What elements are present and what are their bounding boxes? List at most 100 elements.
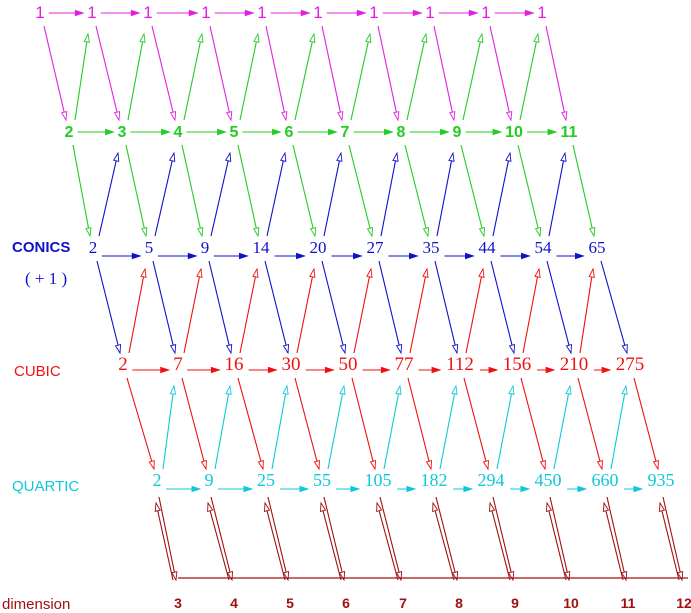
cubic-to-conics-up-1 — [128, 267, 147, 354]
cubic-to-conics-up-7 — [465, 267, 485, 354]
ones-to-linear-down-2 — [151, 25, 177, 122]
quartic-arrow-0 — [166, 485, 202, 493]
conics-to-cubic-down-1 — [152, 260, 177, 355]
conics-arrow-8 — [556, 252, 585, 260]
dimension-to-quartic-up-0 — [154, 501, 174, 581]
ones-value-5: 1 — [313, 3, 322, 22]
linear-arrow-4 — [297, 128, 338, 136]
quartic-to-cubic-up-5 — [383, 384, 402, 470]
ones-value-1: 1 — [87, 3, 96, 22]
dimension-to-quartic-up-1 — [207, 501, 230, 581]
cubic-to-quartic-down-4 — [351, 377, 377, 471]
quartic-value-3: 55 — [313, 470, 331, 490]
cubic-to-quartic-down-6 — [463, 377, 489, 471]
cubic-value-7: 156 — [503, 354, 532, 375]
conics-to-linear-up-4 — [266, 151, 287, 237]
conics-arrow-5 — [388, 252, 419, 260]
labels-layer: CONICS ( + 1 ) CUBIC QUARTIC dimension — [2, 239, 79, 613]
quartic-arrow-1 — [218, 485, 254, 493]
quartic-value-2: 25 — [257, 470, 275, 490]
ones-value-2: 1 — [143, 3, 152, 22]
ones-value-9: 1 — [537, 3, 546, 22]
quartic-arrow-5 — [453, 485, 474, 493]
quartic-to-dimension-down-1 — [210, 496, 234, 582]
linear-value-4: 6 — [285, 124, 294, 141]
quartic-value-1: 9 — [205, 470, 214, 490]
ones-value-3: 1 — [201, 3, 210, 22]
dimension-to-quartic-up-4 — [376, 501, 399, 581]
quartic-value-7: 450 — [535, 470, 562, 490]
conics-arrow-2 — [213, 252, 249, 260]
conics-row-label: CONICS — [12, 239, 70, 256]
ones-arrow-5 — [326, 9, 367, 17]
dimension-value-1: 4 — [230, 595, 238, 611]
cubic-to-quartic-down-1 — [181, 377, 207, 471]
cubic-to-conics-up-6 — [409, 267, 429, 354]
cubic-arrow-4 — [362, 366, 391, 374]
ones-arrow-4 — [270, 9, 311, 17]
linear-value-0: 2 — [65, 124, 74, 141]
linear-arrow-2 — [186, 128, 227, 136]
cubic-arrow-1 — [187, 366, 221, 374]
linear-to-ones-up-5 — [294, 32, 316, 121]
conics-value-3: 14 — [253, 238, 271, 257]
cubic-to-quartic-down-3 — [294, 377, 320, 471]
quartic-arrow-8 — [624, 485, 644, 493]
linear-to-ones-up-8 — [462, 32, 484, 121]
dimension-value-4: 7 — [399, 595, 407, 611]
conics-value-8: 54 — [535, 238, 553, 257]
cubic-arrow-6 — [479, 366, 499, 374]
quartic-arrow-4 — [397, 485, 417, 493]
ones-arrow-2 — [156, 9, 199, 17]
linear-value-5: 7 — [341, 124, 350, 141]
dimension-to-quartic-up-7 — [545, 501, 567, 581]
linear-to-ones-up-2 — [127, 32, 146, 121]
linear-arrow-7 — [465, 128, 503, 136]
quartic-value-0: 2 — [153, 470, 162, 490]
ones-to-linear-down-5 — [321, 25, 344, 122]
cubic-to-quartic-down-0 — [126, 377, 155, 471]
quartic-value-6: 294 — [478, 470, 505, 490]
dimension-value-6: 9 — [511, 595, 519, 611]
cubic-to-conics-up-9 — [579, 267, 595, 354]
conics-value-5: 27 — [367, 238, 385, 257]
cubic-value-0: 2 — [118, 354, 128, 375]
quartic-to-dimension-down-5 — [435, 496, 459, 582]
dimension-to-quartic-up-6 — [489, 501, 511, 581]
conics-to-cubic-down-6 — [434, 260, 459, 355]
quartic-to-dimension-down-4 — [379, 496, 403, 582]
cubic-to-quartic-down-2 — [237, 377, 264, 471]
quartic-arrow-6 — [510, 485, 531, 493]
dimension-value-3: 6 — [342, 595, 350, 611]
cubic-value-5: 77 — [395, 354, 414, 375]
quartic-to-cubic-up-9 — [610, 384, 628, 470]
conics-to-linear-up-1 — [98, 151, 120, 237]
quartic-to-cubic-up-1 — [162, 384, 177, 470]
ones-to-linear-down-8 — [489, 25, 513, 122]
conics-to-cubic-down-7 — [490, 260, 516, 355]
linear-to-ones-up-4 — [239, 32, 260, 121]
linear-to-ones-up-3 — [183, 32, 204, 121]
linear-to-conics-down-1 — [125, 144, 148, 238]
linear-value-9: 11 — [561, 124, 578, 141]
linear-value-7: 9 — [453, 124, 462, 141]
cubic-to-quartic-down-9 — [633, 377, 659, 471]
cubic-to-conics-up-8 — [522, 267, 541, 354]
cubic-arrow-3 — [305, 366, 335, 374]
cubic-to-conics-up-3 — [239, 267, 259, 354]
linear-to-ones-up-9 — [519, 32, 540, 121]
cubic-arrow-5 — [418, 366, 442, 374]
dimension-value-9: 12 — [676, 595, 691, 611]
conics-to-linear-up-5 — [323, 151, 343, 237]
ones-value-4: 1 — [257, 3, 266, 22]
dimension-to-quartic-up-3 — [320, 501, 342, 581]
cubic-value-1: 7 — [173, 354, 183, 375]
conics-arrow-3 — [274, 252, 306, 260]
ones-arrow-0 — [48, 9, 85, 17]
dimension-value-7: 10 — [563, 595, 579, 611]
dimension-to-quartic-up-8 — [602, 501, 624, 581]
quartic-value-4: 105 — [365, 470, 392, 490]
conics-arrow-1 — [157, 252, 198, 260]
conics-to-linear-up-3 — [210, 151, 232, 237]
